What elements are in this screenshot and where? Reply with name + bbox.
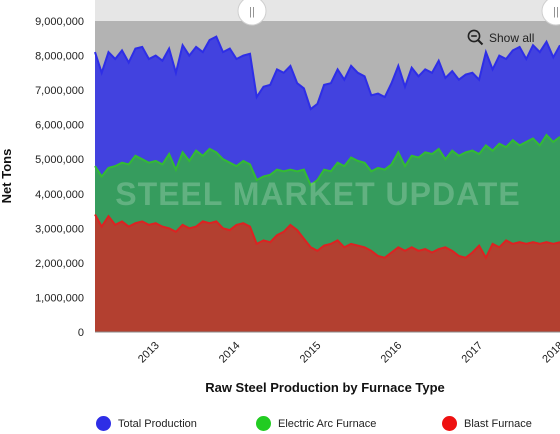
show-all-label: Show all: [489, 30, 535, 45]
y-tick-label: 4,000,000: [35, 189, 84, 201]
legend-swatch-total-production: [96, 416, 111, 431]
navigator-left-handle[interactable]: [237, 0, 267, 26]
legend: Total Production Electric Arc Furnace Bl…: [0, 416, 560, 434]
line-blast-furnace: [94, 214, 560, 260]
x-tick-label: 2016: [379, 340, 405, 366]
x-tick-label: 2013: [136, 340, 162, 366]
y-tick-label: 6,000,000: [35, 120, 84, 132]
legend-label-electric-arc-furnace: Electric Arc Furnace: [278, 417, 377, 430]
legend-label-total-production: Total Production: [118, 417, 197, 430]
area-blast-furnace: [95, 214, 560, 332]
range-navigator[interactable]: || ||: [95, 0, 560, 26]
legend-label-blast-furnace: Blast Furnace: [464, 417, 532, 430]
legend-item-blast-furnace[interactable]: Blast Furnace: [442, 416, 532, 431]
x-tick-label: 2014: [217, 340, 243, 366]
line-electric-arc-furnace: [94, 133, 560, 187]
y-tick-label: 5,000,000: [35, 154, 84, 166]
legend-item-electric-arc-furnace[interactable]: Electric Arc Furnace: [256, 416, 376, 431]
area-layer: [94, 21, 560, 332]
y-axis-title: Net Tons: [0, 149, 14, 204]
left-handle-grip-icon: ||: [249, 6, 255, 18]
navigator-track[interactable]: [95, 0, 560, 21]
watermark-text: STEEL MARKET UPDATE: [115, 176, 520, 212]
legend-swatch-blast-furnace: [442, 416, 457, 431]
show-all-button[interactable]: Show all: [467, 29, 534, 46]
line-total-production: [94, 35, 560, 111]
y-tick-label: 9,000,000: [35, 16, 84, 28]
right-handle-grip-icon: ||: [553, 6, 559, 18]
x-tick-label: 2017: [459, 340, 485, 366]
x-axis-title: Raw Steel Production by Furnace Type: [205, 380, 445, 395]
y-tick-label: 8,000,000: [35, 51, 84, 63]
y-tick-label: 1,000,000: [35, 292, 84, 304]
y-tick-label: 2,000,000: [35, 258, 84, 270]
legend-swatch-electric-arc-furnace: [256, 416, 271, 431]
navigator-right-handle[interactable]: [541, 0, 560, 26]
y-tick-label: 7,000,000: [35, 85, 84, 97]
y-tick-label: 3,000,000: [35, 223, 84, 235]
zoom-out-icon: [467, 29, 484, 46]
x-tick-label: 2018: [540, 340, 560, 366]
x-tick-label: 2015: [298, 340, 324, 366]
legend-item-total-production[interactable]: Total Production: [96, 416, 197, 431]
y-tick-label: 0: [78, 327, 84, 339]
